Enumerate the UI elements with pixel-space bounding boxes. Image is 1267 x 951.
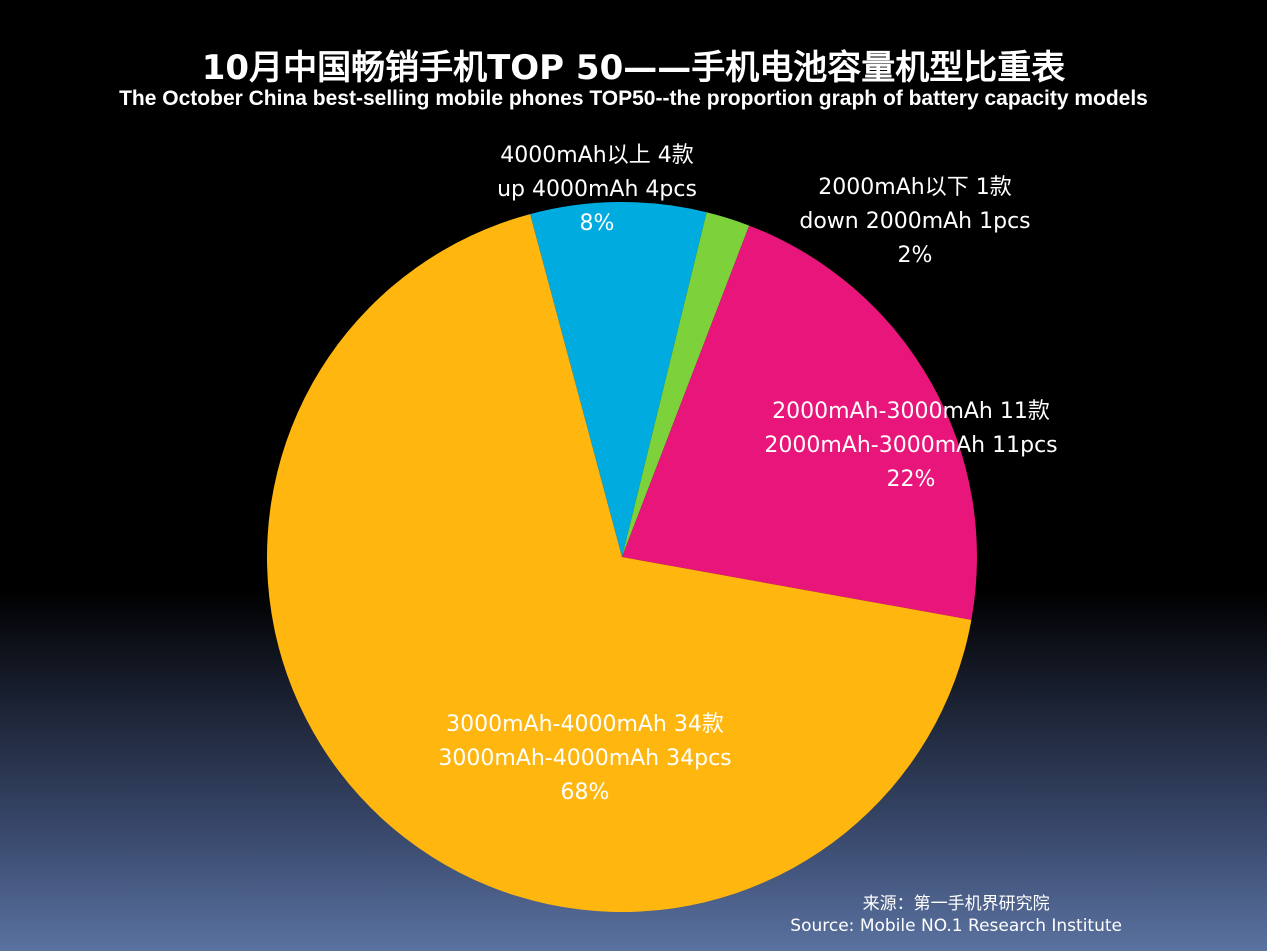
slice-label-1-line-0: 2000mAh以下 1款 (818, 175, 1011, 200)
slice-label-2-line-2: 22% (887, 467, 936, 492)
slice-label-3-line-1: 3000mAh-4000mAh 34pcs (438, 746, 731, 771)
slice-label-0-line-1: up 4000mAh 4pcs (497, 177, 697, 202)
slice-label-1-line-2: 2% (898, 243, 933, 268)
pie-slice-22pct (622, 225, 977, 620)
pie-slice-68pct (266, 214, 972, 912)
slice-label-2-line-0: 2000mAh-3000mAh 11款 (772, 399, 1050, 424)
source-en: Source: Mobile NO.1 Research Institute (790, 916, 1122, 936)
chart-subtitle: The October China best-selling mobile ph… (119, 87, 1148, 110)
source-cn: 来源：第一手机界研究院 (862, 894, 1050, 914)
slice-label-3-line-2: 68% (561, 780, 610, 805)
slice-label-1-line-1: down 2000mAh 1pcs (799, 209, 1030, 234)
source-note: 来源：第一手机界研究院 Source: Mobile NO.1 Research… (790, 893, 1122, 937)
pie-slice-2pct (622, 212, 750, 558)
slice-label-0-line-0: 4000mAh以上 4款 (500, 143, 693, 168)
chart-title: 10月中国畅销手机TOP 50——手机电池容量机型比重表 (201, 48, 1066, 88)
pie-slice-8pct (530, 202, 707, 557)
slice-label-3-line-0: 3000mAh-4000mAh 34款 (446, 712, 724, 737)
slice-label-2-line-1: 2000mAh-3000mAh 11pcs (764, 433, 1057, 458)
slice-label-0-line-2: 8% (580, 211, 615, 236)
